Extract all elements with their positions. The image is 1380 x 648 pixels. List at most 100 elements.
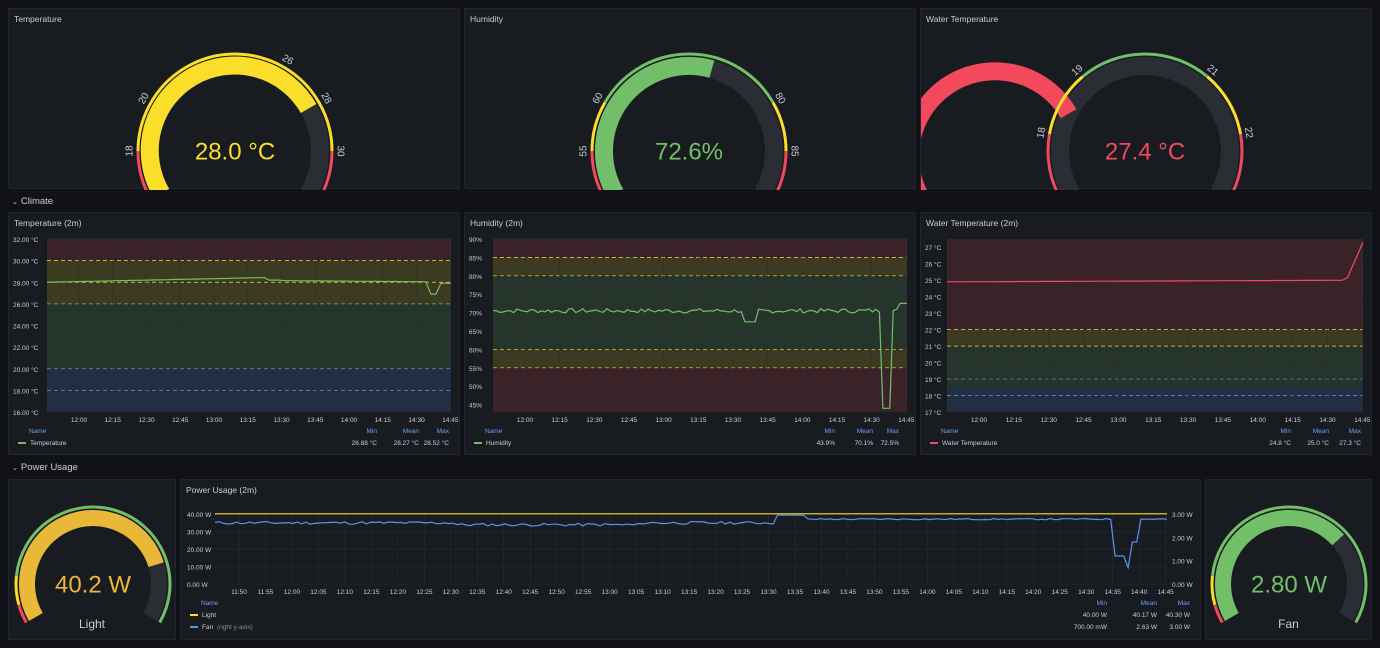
y-tick-label: 23 °C [925,310,942,318]
threshold-band [493,239,907,258]
gauge-tick-label: 18 [1035,126,1048,139]
y-tick-label: 18.00 °C [13,387,39,395]
x-tick-label: 12:15 [363,589,380,596]
y-tick-label: 16.00 °C [13,409,39,417]
water-temperature-gauge: 17181921222327.4 °C [900,52,1255,251]
panel-title: Humidity [470,14,504,24]
x-tick-label: 13:45 [1215,417,1232,424]
x-tick-label: 12:15 [552,417,569,424]
x-tick-label: 12:15 [1006,417,1023,424]
row-climate[interactable]: ⌄ Climate [12,196,53,207]
x-tick-label: 12:10 [337,589,354,596]
x-tick-label: 11:50 [231,589,247,596]
legend-swatch [474,442,482,444]
legend-min: 40.00 W [1083,612,1108,619]
y-left-tick-label: 10.00 W [187,565,212,572]
x-tick-label: 12:00 [71,417,88,424]
legend-header: Min [825,428,836,435]
x-tick-label: 12:15 [105,417,122,424]
y-tick-label: 26 °C [925,261,942,269]
gauge-value-arc [140,56,317,199]
threshold-band [947,329,1363,347]
y-right-tick-label: 1.00 W [1172,559,1193,566]
x-tick-label: 12:45 [621,417,638,424]
y-tick-label: 30.00 °C [13,258,39,266]
gauge-value: 28.0 °C [195,138,275,165]
legend-min: 700.00 mW [1074,624,1108,631]
gauge-threshold-band [17,604,28,624]
legend-swatch [18,442,26,444]
legend-swatch [190,626,198,628]
y-tick-label: 17 °C [925,409,942,417]
row-power-usage[interactable]: ⌄ Power Usage [12,462,78,473]
x-tick-label: 12:00 [284,589,301,596]
legend-header: Mean [857,428,874,435]
gauge-threshold-band [1213,604,1224,624]
y-tick-label: 65% [469,329,482,336]
row-title: Climate [20,196,54,207]
x-tick-label: 12:50 [549,589,566,596]
gauge-tick-label: 18 [125,145,136,157]
legend-max: 28.52 °C [424,439,450,447]
legend-header: Name [201,600,219,607]
gauge-tick-label: 26 [280,53,296,68]
x-tick-label: 12:45 [1075,417,1092,424]
x-tick-label: 13:25 [734,589,751,596]
x-tick-label: 13:00 [1110,417,1127,424]
x-tick-label: 14:00 [1250,417,1267,424]
gauge-value: 27.4 °C [1105,138,1185,165]
x-tick-label: 12:20 [390,589,407,596]
temperature-timeseries-panel: Temperature (2m) 16.00 °C 18.00 °C 20.00 °… [8,212,460,455]
x-tick-label: 13:30 [725,417,742,424]
gauge-value-arc [1215,510,1344,621]
y-right-tick-label: 2.00 W [1172,535,1193,542]
legend-header: Min [367,428,378,435]
x-tick-label: 12:30 [138,417,155,424]
x-tick-label: 14:40 [1131,589,1148,596]
gauge-threshold-band [771,101,788,152]
x-tick-label: 14:30 [1319,417,1336,424]
x-tick-label: 14:15 [1284,417,1301,424]
temperature-gauge: 1618202628303228.0 °C [125,52,345,211]
series-line-fan [214,514,1168,570]
gauge-threshold-band [1210,575,1217,606]
x-tick-label: 14:05 [946,589,963,596]
y-left-tick-label: 0.00 W [187,582,208,589]
water-temperature-timeseries-panel: Water Temperature (2m) 17 °C 18 °C 19 °C 20… [920,212,1372,455]
gauge-threshold-band [1047,75,1084,135]
y-tick-label: 22.00 °C [13,344,39,352]
x-tick-label: 13:50 [866,589,883,596]
y-tick-label: 21 °C [925,343,942,351]
gauge-threshold-band [1081,52,1209,78]
x-tick-label: 13:45 [307,417,324,424]
legend-min: 43.9% [817,440,836,447]
y-tick-label: 26.00 °C [13,301,39,309]
y-tick-label: 27 °C [925,244,942,252]
series-line [46,276,451,295]
x-tick-label: 12:55 [575,589,592,596]
x-tick-label: 14:45 [898,417,915,424]
x-tick-label: 13:35 [787,589,804,596]
x-tick-label: 12:00 [517,417,534,424]
humidity-gauge: 50556080859072.6% [579,52,799,211]
legend-header: Min [1281,428,1292,435]
x-tick-label: 14:00 [341,417,358,424]
water-temperature-gauge-panel: Water Temperature 17181921222327.4 °C [900,8,1372,251]
humidity-chart: 45% 50% 55% 60% 65% 70% 75% 80% 85% 90% 12:00 12:15… [469,237,915,447]
x-tick-label: 13:55 [893,589,910,596]
y-tick-label: 70% [469,311,482,318]
x-tick-label: 12:00 [971,417,988,424]
gauge-tick-label: 80 [772,91,787,107]
threshold-band [493,257,907,276]
y-tick-label: 50% [469,384,482,391]
x-tick-label: 12:25 [416,589,433,596]
legend-swatch [930,442,938,444]
x-tick-label: 14:25 [1052,589,1069,596]
x-tick-label: 13:30 [273,417,290,424]
gauge-threshold-band [14,505,172,624]
gauge-threshold-band [1210,505,1368,624]
legend-mean: 2.63 W [1136,624,1157,631]
legend-header: Max [1349,428,1362,435]
y-tick-label: 32.00 °C [13,236,39,244]
y-tick-label: 45% [469,403,482,410]
